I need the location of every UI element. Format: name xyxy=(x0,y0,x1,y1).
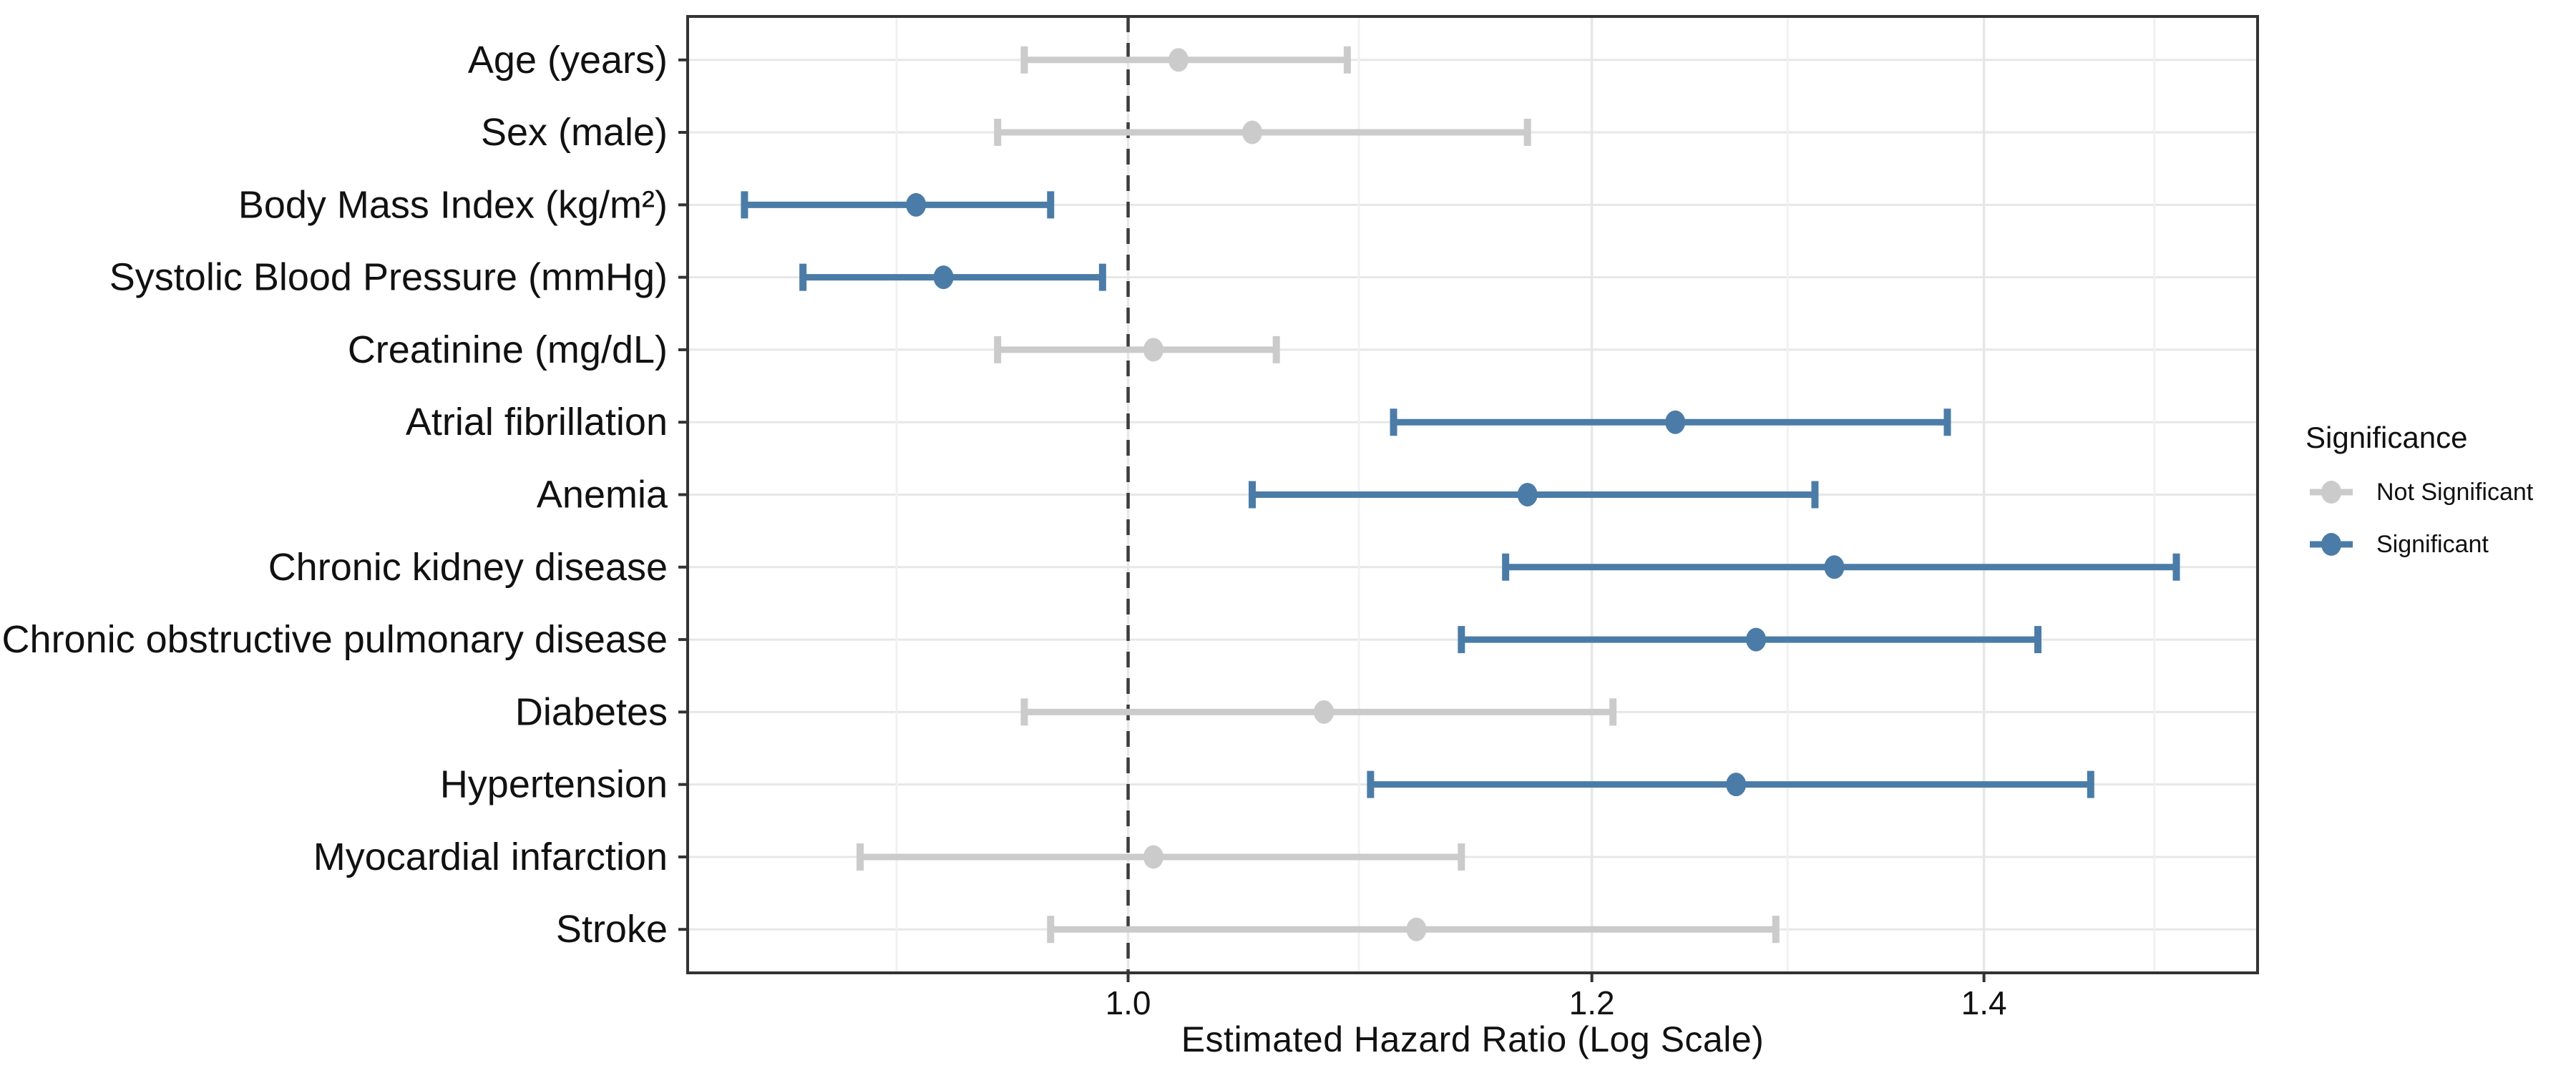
y-axis-label: Systolic Blood Pressure (mmHg) xyxy=(109,256,668,299)
point-estimate xyxy=(1726,773,1747,797)
y-axis-label: Stroke xyxy=(556,908,668,951)
point-estimate xyxy=(1143,338,1163,362)
point-estimate xyxy=(906,192,927,217)
point-estimate xyxy=(1314,700,1335,724)
point-estimate xyxy=(1746,627,1767,652)
y-axis-label: Chronic obstructive pulmonary disease xyxy=(2,618,668,661)
point-estimate xyxy=(1168,48,1189,72)
x-tick-label: 1.4 xyxy=(1961,984,2007,1021)
y-axis-label: Age (years) xyxy=(468,39,668,82)
x-tick-label: 1.0 xyxy=(1106,984,1151,1021)
point-estimate xyxy=(1665,410,1686,434)
y-axis-label: Hypertension xyxy=(440,763,668,806)
point-estimate xyxy=(1241,120,1262,144)
point-estimate xyxy=(1143,845,1163,869)
x-axis-title: Estimated Hazard Ratio (Log Scale) xyxy=(1181,1019,1765,1059)
y-axis-label: Atrial fibrillation xyxy=(406,401,668,444)
y-axis-label: Sex (male) xyxy=(481,111,668,154)
y-axis-label: Creatinine (mg/dL) xyxy=(348,328,668,371)
point-estimate xyxy=(1517,483,1538,506)
point-estimate xyxy=(933,265,954,290)
point-estimate xyxy=(1406,917,1427,941)
y-axis-label: Chronic kidney disease xyxy=(268,546,668,589)
y-axis-label: Diabetes xyxy=(515,690,668,733)
x-tick-label: 1.2 xyxy=(1569,984,1615,1021)
y-axis-label: Anemia xyxy=(537,474,668,516)
y-axis-label: Body Mass Index (kg/m²) xyxy=(238,183,668,226)
point-estimate xyxy=(1824,555,1845,579)
y-axis-label: Myocardial infarction xyxy=(313,836,668,878)
